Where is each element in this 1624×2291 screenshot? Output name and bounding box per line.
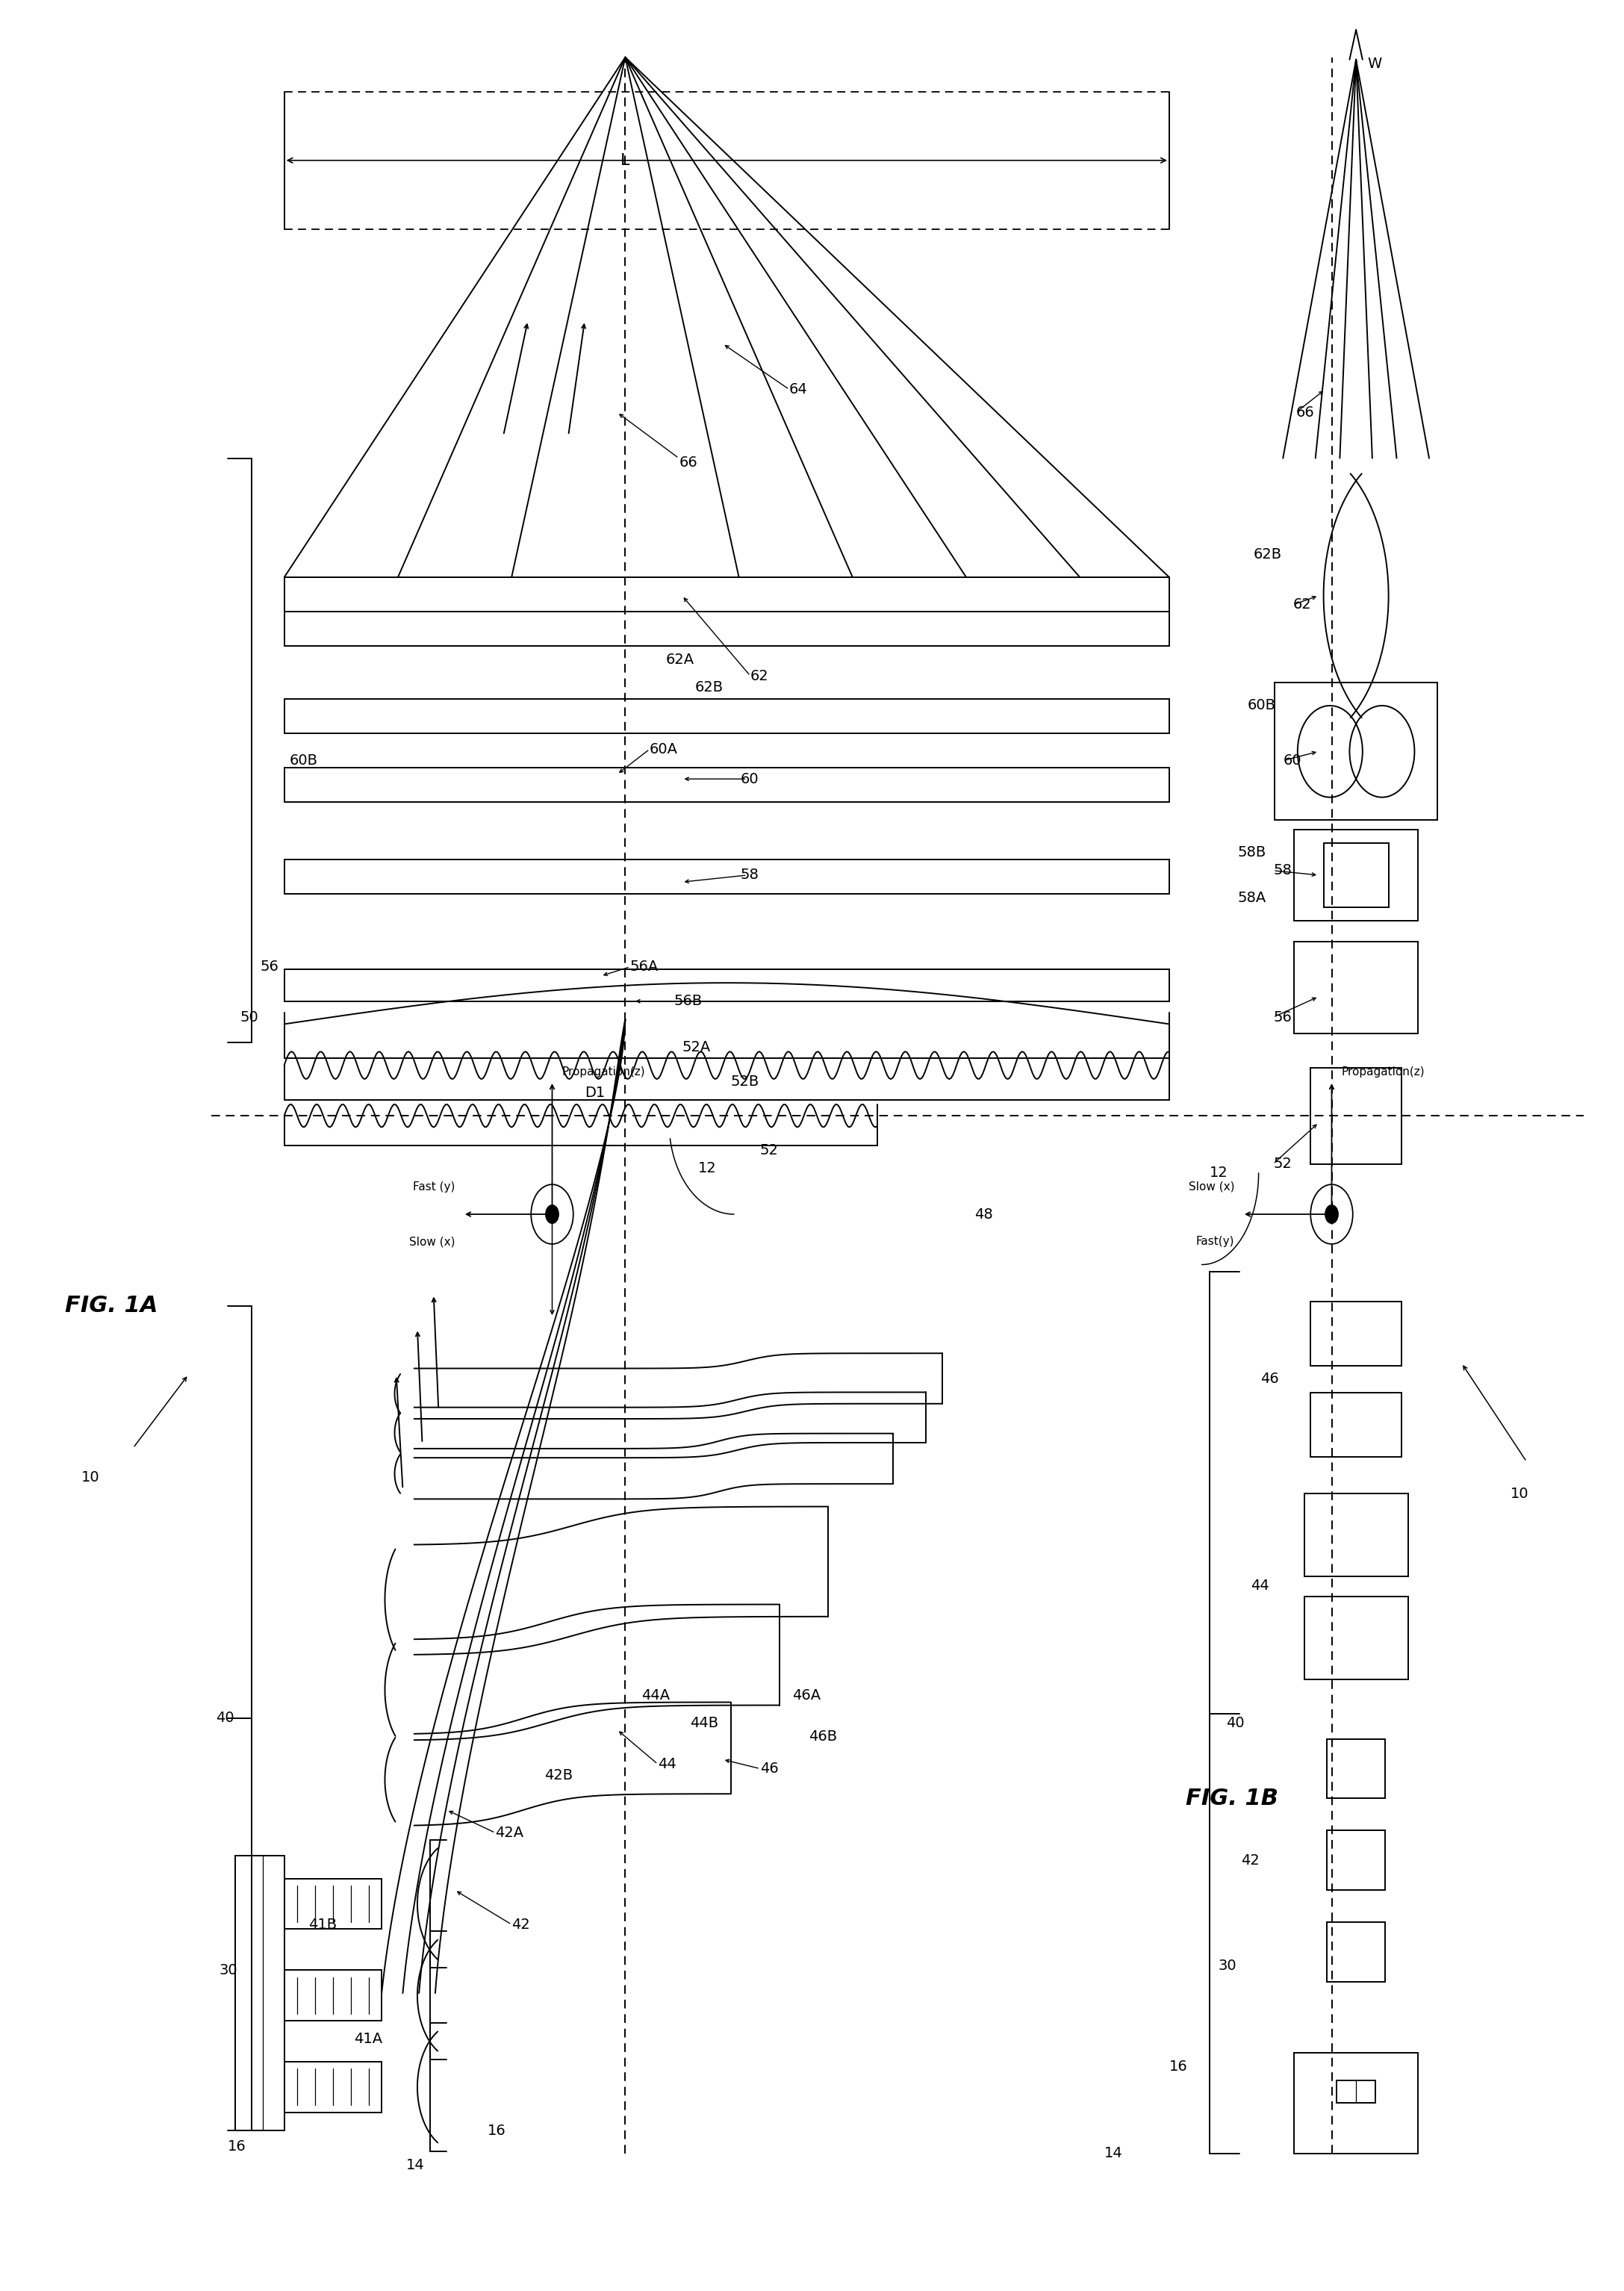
Bar (1294, 942, 1418, 1033)
Text: Propagation(z): Propagation(z) (1341, 1068, 1424, 1077)
Text: Slow (x): Slow (x) (409, 1237, 455, 1246)
Text: 56: 56 (1273, 1010, 1291, 1024)
Text: 44: 44 (1250, 1578, 1268, 1592)
Circle shape (546, 1205, 559, 1223)
Bar (284, 1970, 382, 2021)
Bar (1311, 1068, 1402, 1164)
Text: 10: 10 (81, 1471, 99, 1485)
Text: 44: 44 (658, 1757, 676, 1771)
Text: 40: 40 (216, 1711, 234, 1725)
Text: 62B: 62B (695, 680, 724, 694)
Text: 62: 62 (750, 669, 768, 683)
Text: 41A: 41A (354, 2032, 383, 2046)
Text: 60A: 60A (650, 742, 677, 756)
Bar (1337, 2080, 1376, 2103)
Text: 52: 52 (1273, 1157, 1291, 1171)
Text: 60B: 60B (1247, 699, 1275, 713)
Text: 10: 10 (1510, 1487, 1528, 1501)
Text: 44B: 44B (690, 1716, 719, 1730)
Text: 46: 46 (1260, 1372, 1278, 1386)
Text: 12: 12 (1210, 1166, 1228, 1180)
Text: 60: 60 (741, 772, 758, 786)
Bar (1304, 1597, 1408, 1679)
Text: 62: 62 (1293, 598, 1311, 612)
Text: 48: 48 (974, 1207, 992, 1221)
Text: FIG. 1A: FIG. 1A (65, 1294, 158, 1317)
Text: 64: 64 (789, 383, 807, 396)
Text: 58B: 58B (1237, 845, 1267, 859)
Text: D1: D1 (585, 1086, 606, 1100)
Text: 42A: 42A (495, 1826, 525, 1840)
Bar (1311, 1301, 1402, 1365)
Text: 52: 52 (760, 1143, 778, 1157)
Bar (1275, 683, 1437, 820)
Bar (1324, 843, 1389, 907)
Text: L: L (620, 153, 630, 167)
Text: 12: 12 (698, 1162, 716, 1175)
Bar (1327, 1831, 1385, 1890)
Text: 14: 14 (406, 2158, 424, 2172)
Text: 60B: 60B (289, 754, 317, 767)
Text: 16: 16 (1169, 2060, 1187, 2073)
Bar (235, 1856, 284, 2131)
Bar (1294, 829, 1418, 921)
Text: 42: 42 (512, 1918, 529, 1931)
Bar (1304, 1494, 1408, 1576)
Bar (1327, 1922, 1385, 1982)
Bar (1294, 2053, 1418, 2154)
Text: FIG. 1B: FIG. 1B (1186, 1787, 1278, 1810)
Text: 56A: 56A (630, 960, 659, 974)
Text: 58A: 58A (1237, 891, 1267, 905)
Text: 42B: 42B (544, 1769, 573, 1782)
Text: Fast (y): Fast (y) (412, 1182, 455, 1191)
Text: 30: 30 (1218, 1959, 1236, 1973)
Text: 56B: 56B (674, 994, 703, 1008)
Circle shape (1325, 1205, 1338, 1223)
Text: 14: 14 (1104, 2147, 1122, 2160)
Text: 44A: 44A (641, 1688, 671, 1702)
Text: 42: 42 (1241, 1853, 1259, 1867)
Text: 50: 50 (240, 1010, 258, 1024)
Text: Fast(y): Fast(y) (1195, 1237, 1234, 1246)
Text: 58: 58 (741, 868, 758, 882)
Bar (1311, 1393, 1402, 1457)
Text: 52A: 52A (682, 1040, 711, 1054)
Text: 41B: 41B (309, 1918, 338, 1931)
Text: 60: 60 (1283, 754, 1301, 767)
Text: W: W (1367, 57, 1382, 71)
Text: 40: 40 (1226, 1716, 1244, 1730)
Bar (1327, 1739, 1385, 1798)
Text: 46B: 46B (809, 1730, 838, 1743)
Text: Propagation(z): Propagation(z) (562, 1068, 645, 1077)
Text: 52B: 52B (731, 1074, 760, 1088)
Text: 58: 58 (1273, 864, 1291, 877)
Text: 62B: 62B (1254, 548, 1283, 561)
Text: 66: 66 (1296, 406, 1314, 419)
Text: 46A: 46A (793, 1688, 822, 1702)
Text: 46: 46 (760, 1762, 778, 1776)
Bar (284, 1879, 382, 1929)
Text: 16: 16 (487, 2124, 505, 2138)
Text: 30: 30 (219, 1963, 237, 1977)
Text: 66: 66 (679, 456, 697, 470)
Text: Slow (x): Slow (x) (1189, 1182, 1234, 1191)
Text: 16: 16 (227, 2140, 245, 2154)
Text: 62A: 62A (666, 653, 695, 667)
Bar (284, 2062, 382, 2112)
Text: 56: 56 (260, 960, 278, 974)
